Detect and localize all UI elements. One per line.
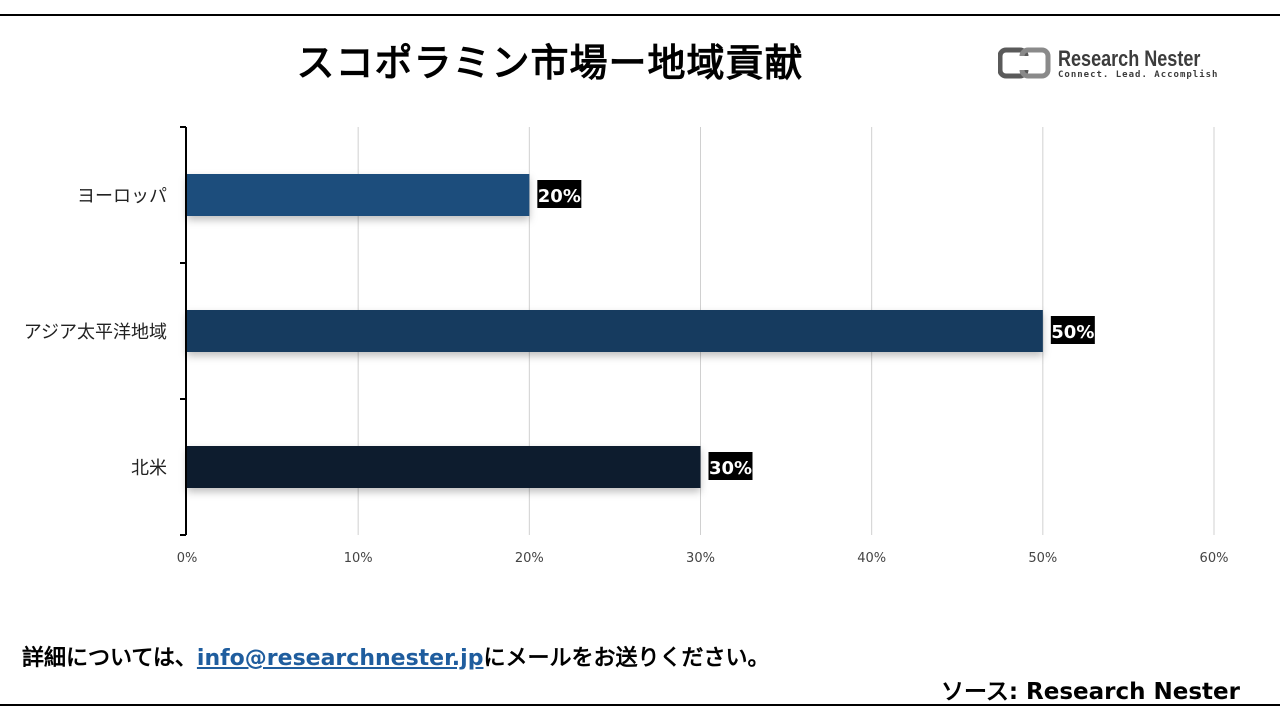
category-label: 北米 <box>131 458 167 479</box>
contact-suffix: にメールをお送りください。 <box>483 646 770 671</box>
logo-mark-icon <box>998 47 1051 79</box>
contact-email-link[interactable]: info@researchnester.jp <box>196 646 484 671</box>
x-tick-label: 50% <box>1028 551 1057 566</box>
x-tick-label: 40% <box>857 551 886 566</box>
data-label-bg <box>1050 316 1095 344</box>
logo-tagline: Connect. Lead. Accomplish <box>1058 70 1219 80</box>
contact-prefix: 詳細については、 <box>22 646 197 671</box>
bar <box>187 446 701 488</box>
research-nester-logo: Research Nester Connect. Lead. Accomplis… <box>998 46 1228 86</box>
x-tick-label: 0% <box>177 551 198 566</box>
bar <box>187 310 1043 352</box>
source-label: ソース: Research Nester <box>940 679 1240 705</box>
data-label: 30% <box>709 458 752 479</box>
logo-name: Research Nester <box>1058 46 1201 71</box>
x-tick-label: 60% <box>1200 551 1229 566</box>
category-label: ヨーロッパ <box>77 186 167 207</box>
x-tick-label: 10% <box>344 551 373 566</box>
x-tick-label: 30% <box>686 551 715 566</box>
bar <box>187 174 530 216</box>
data-label: 50% <box>1051 322 1094 343</box>
bottom-border-line <box>0 704 1280 706</box>
category-label: アジア太平洋地域 <box>24 322 167 343</box>
x-tick-label: 20% <box>515 551 544 566</box>
chart-title: スコポラミン市場ー地域貢献 <box>296 41 804 85</box>
data-label-bg <box>708 452 753 480</box>
contact-line: 詳細については、info@researchnester.jpにメールをお送りくだ… <box>22 640 769 672</box>
bar-chart: ヨーロッパ 20% アジア太平洋地域 50% 北米 30% 0% 10% 20% 30% 40% 50… <box>24 126 1229 566</box>
data-label-bg <box>537 180 582 208</box>
top-border-line <box>0 14 1280 16</box>
data-label: 20% <box>538 186 581 207</box>
